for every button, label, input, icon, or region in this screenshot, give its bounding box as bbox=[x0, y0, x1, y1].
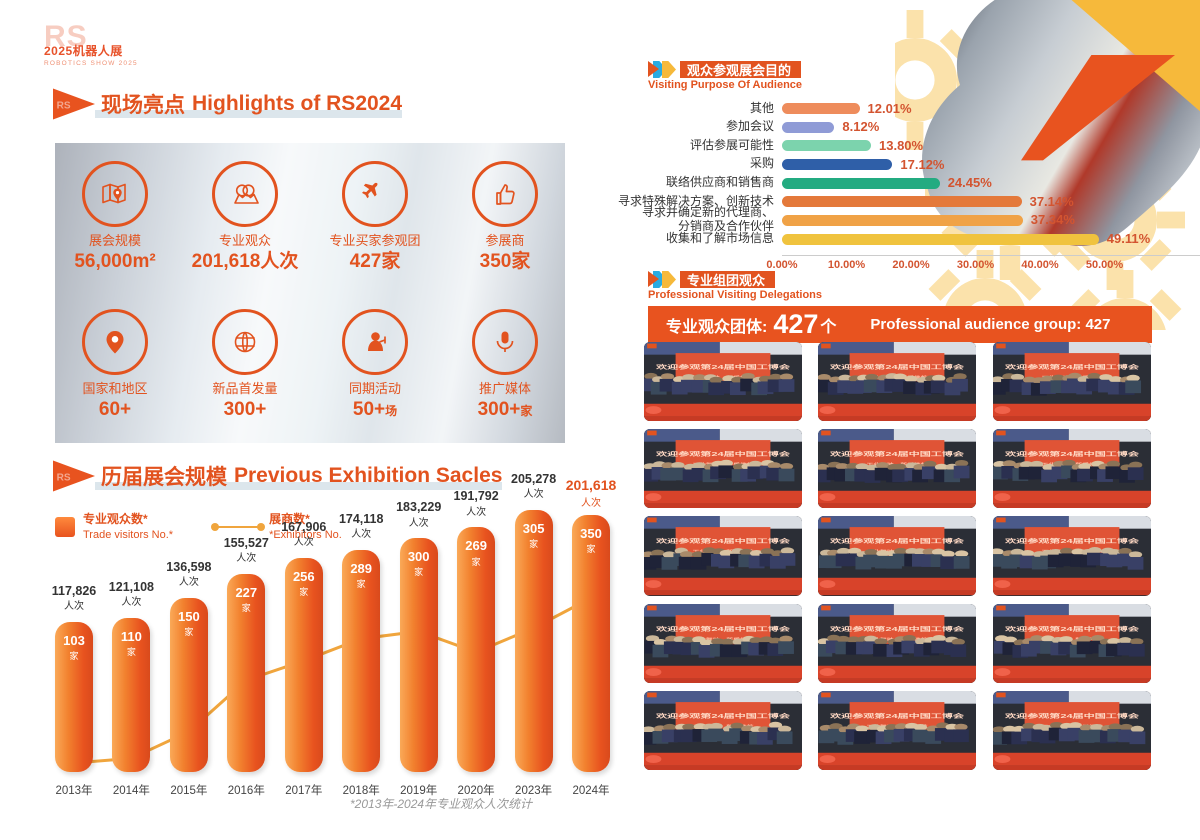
svg-text:欢迎参观第24届中国工博会: 欢迎参观第24届中国工博会 bbox=[1004, 538, 1139, 545]
svg-text:欢迎参观第24届中国工博会: 欢迎参观第24届中国工博会 bbox=[1004, 712, 1139, 719]
svg-text:欢迎参观第24届中国工博会: 欢迎参观第24届中国工博会 bbox=[829, 538, 964, 545]
svg-text:欢迎参观第24届中国工博会: 欢迎参观第24届中国工博会 bbox=[829, 625, 964, 632]
svg-text:欢迎参观第24届中国工博会: 欢迎参观第24届中国工博会 bbox=[655, 625, 790, 632]
svg-text:欢迎参观第24届中国工博会: 欢迎参观第24届中国工博会 bbox=[1004, 450, 1139, 457]
svg-text:欢迎参观第24届中国工博会: 欢迎参观第24届中国工博会 bbox=[655, 712, 790, 719]
svg-text:欢迎参观第24届中国工博会: 欢迎参观第24届中国工博会 bbox=[829, 450, 964, 457]
svg-text:欢迎参观第24届中国工博会: 欢迎参观第24届中国工博会 bbox=[829, 363, 964, 370]
svg-text:欢迎参观第24届中国工博会: 欢迎参观第24届中国工博会 bbox=[655, 538, 790, 545]
svg-text:欢迎参观第24届中国工博会: 欢迎参观第24届中国工博会 bbox=[1004, 363, 1139, 370]
svg-text:欢迎参观第24届中国工博会: 欢迎参观第24届中国工博会 bbox=[829, 712, 964, 719]
svg-text:欢迎参观第24届中国工博会: 欢迎参观第24届中国工博会 bbox=[1004, 625, 1139, 632]
svg-text:欢迎参观第24届中国工博会: 欢迎参观第24届中国工博会 bbox=[655, 450, 790, 457]
svg-text:欢迎参观第24届中国工博会: 欢迎参观第24届中国工博会 bbox=[655, 363, 790, 370]
